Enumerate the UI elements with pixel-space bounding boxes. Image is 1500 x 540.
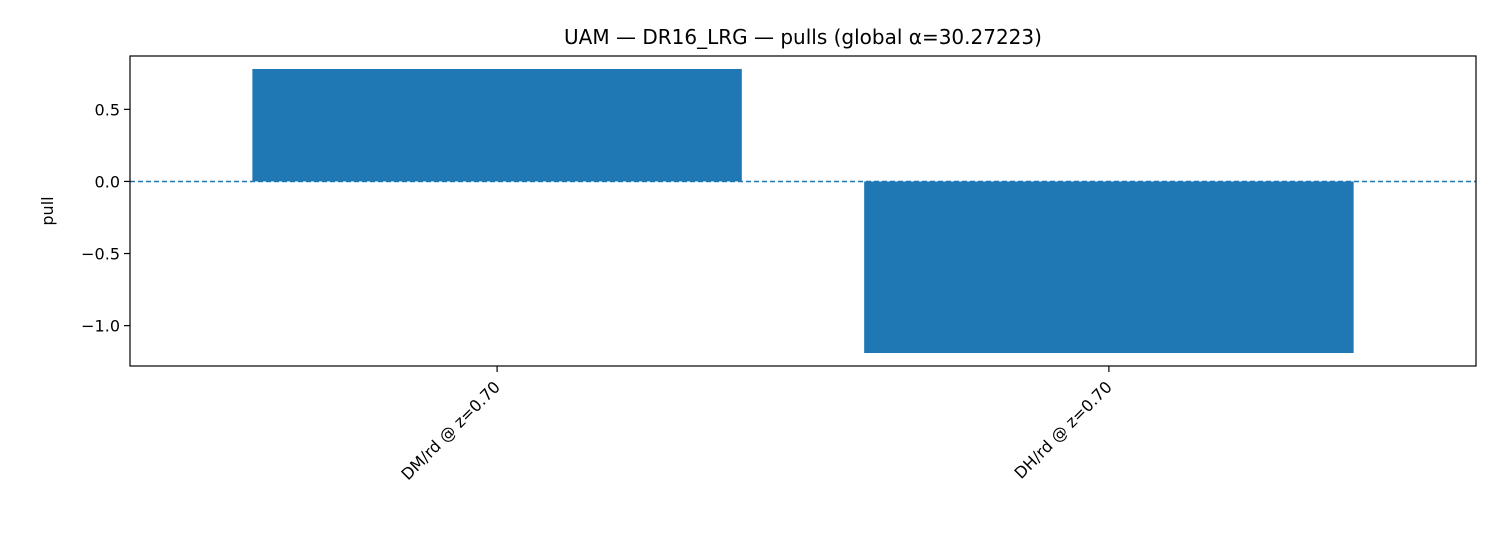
x-tick-label-1: DH/rd @ z=0.70 [1011,377,1116,482]
bar-0 [252,68,742,182]
axes-frame [129,55,1477,367]
plot-area: 0.5 0.0 −0.5 −1.0 DM/rd @ z=0.70 DH/rd @ z=0.… [81,55,1477,484]
y-tick-label-1: 0.0 [95,172,120,191]
bar-1 [864,181,1354,354]
chart-title: UAM — DR16_LRG — pulls (global α=30.2722… [564,25,1042,49]
y-tick-label-2: −0.5 [81,245,120,264]
y-tick-label-0: 0.5 [95,100,120,119]
y-tick-label-3: −1.0 [81,317,120,336]
y-axis-label: pull [38,196,57,225]
x-tick-label-0: DM/rd @ z=0.70 [397,377,503,483]
